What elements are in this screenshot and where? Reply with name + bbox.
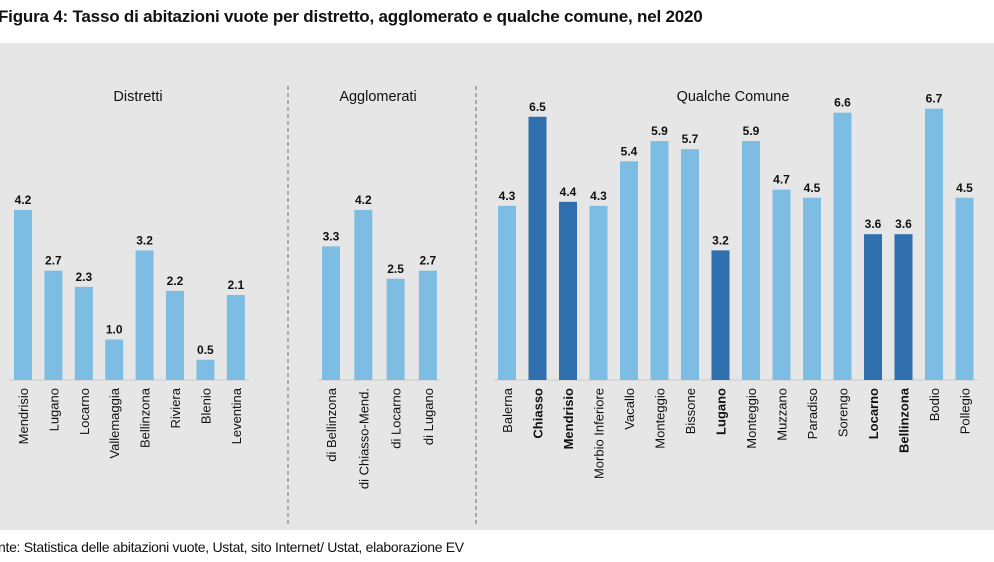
bar bbox=[803, 197, 821, 380]
chart-panel-2: Agglomerati 3.3 di Bellinzona 4.2 di Chiasso… bbox=[318, 89, 441, 489]
bar bbox=[559, 201, 577, 380]
category-label: Bellinzona bbox=[897, 387, 912, 453]
bar bbox=[620, 161, 638, 380]
bar bbox=[226, 294, 245, 380]
bar bbox=[742, 141, 760, 380]
bar bbox=[135, 250, 154, 380]
category-label: di Chiasso-Mend. bbox=[356, 388, 371, 489]
chart-panel-1: Distretti 4.2 Mendrisio 2.7 Lugano 2.3 Locarno… bbox=[10, 89, 249, 459]
data-label: 3.3 bbox=[323, 229, 340, 243]
data-label: 2.7 bbox=[45, 254, 62, 268]
bar bbox=[322, 246, 340, 380]
data-label: 5.4 bbox=[621, 144, 638, 158]
data-label: 2.7 bbox=[420, 254, 437, 268]
category-label: Muzzano bbox=[775, 388, 790, 441]
category-label: Chiasso bbox=[531, 388, 546, 439]
data-label: 2.2 bbox=[167, 274, 184, 288]
bar bbox=[955, 197, 974, 380]
data-label: 1.0 bbox=[106, 323, 123, 337]
data-label: 4.3 bbox=[590, 189, 607, 203]
bar bbox=[498, 205, 516, 380]
data-label: 4.3 bbox=[499, 189, 516, 203]
category-label: Monteggio bbox=[653, 388, 668, 449]
category-label: Bellinzona bbox=[138, 387, 153, 448]
chart-panel-3: Qualche Comune 4.3 Balerna 6.5 Chiasso 4.4 Men… bbox=[494, 89, 978, 479]
category-label: Vallemaggia bbox=[107, 387, 122, 458]
category-label: Locarno bbox=[866, 388, 881, 439]
data-label: 3.2 bbox=[136, 233, 153, 247]
category-label: Pollegio bbox=[958, 388, 973, 434]
panel-title: Distretti bbox=[113, 89, 162, 105]
bar bbox=[44, 270, 63, 380]
bar bbox=[386, 278, 405, 380]
category-label: Lugano bbox=[46, 388, 61, 431]
data-label: 3.2 bbox=[712, 233, 729, 247]
data-label: 4.5 bbox=[804, 181, 821, 195]
bar bbox=[14, 209, 32, 380]
category-label: Vacallo bbox=[622, 388, 637, 430]
data-label: 2.1 bbox=[227, 278, 244, 292]
data-label: 5.7 bbox=[682, 132, 699, 146]
bar bbox=[418, 270, 437, 380]
data-label: 4.4 bbox=[560, 185, 577, 199]
bar bbox=[650, 141, 669, 380]
category-label: Sorengo bbox=[836, 388, 851, 437]
bar bbox=[864, 234, 882, 380]
data-label: 5.9 bbox=[743, 124, 760, 138]
category-label: Bissone bbox=[683, 388, 698, 434]
category-label: Riviera bbox=[168, 387, 183, 428]
data-label: 2.3 bbox=[75, 270, 92, 284]
data-label: 6.7 bbox=[926, 92, 943, 106]
data-label: 2.5 bbox=[387, 262, 404, 276]
bar bbox=[528, 116, 547, 380]
data-label: 4.2 bbox=[355, 193, 372, 207]
bar bbox=[354, 209, 373, 380]
bar bbox=[925, 108, 943, 381]
bar bbox=[74, 286, 93, 380]
category-label: Mendrisio bbox=[561, 388, 576, 449]
category-label: di Lugano bbox=[421, 388, 436, 445]
bar bbox=[166, 290, 184, 380]
bar bbox=[894, 234, 913, 380]
bar bbox=[772, 189, 791, 380]
category-label: Leventina bbox=[229, 387, 244, 444]
category-label: Paradiso bbox=[805, 388, 820, 439]
source-note: nte: Statistica delle abitazioni vuote, … bbox=[0, 539, 464, 555]
category-label: Lugano bbox=[714, 388, 729, 435]
chart-title: Figura 4: Tasso di abitazioni vuote per … bbox=[0, 7, 703, 26]
data-label: 0.5 bbox=[197, 343, 214, 357]
category-label: di Locarno bbox=[389, 388, 404, 449]
bar bbox=[833, 112, 852, 380]
chart-panel bbox=[0, 43, 994, 530]
bar bbox=[589, 205, 608, 380]
category-label: Balerna bbox=[500, 387, 515, 433]
bar bbox=[105, 339, 124, 380]
data-label: 3.6 bbox=[865, 217, 882, 231]
bar bbox=[196, 359, 215, 380]
panel-title: Agglomerati bbox=[339, 89, 416, 105]
bar bbox=[681, 149, 699, 380]
category-label: Monteggio bbox=[744, 388, 759, 449]
category-label: Locarno bbox=[77, 388, 92, 435]
category-label: Bodio bbox=[927, 388, 942, 421]
category-label: Blenio bbox=[198, 388, 213, 424]
data-label: 4.5 bbox=[956, 181, 973, 195]
data-label: 4.7 bbox=[773, 173, 790, 187]
category-label: Morbio Inferiore bbox=[592, 388, 607, 479]
category-label: Mendrisio bbox=[16, 388, 31, 444]
data-label: 3.6 bbox=[895, 217, 912, 231]
data-label: 6.5 bbox=[529, 100, 546, 114]
data-label: 6.6 bbox=[834, 96, 851, 110]
bar bbox=[711, 250, 730, 380]
data-label: 5.9 bbox=[651, 124, 668, 138]
category-label: di Bellinzona bbox=[324, 387, 339, 461]
data-label: 4.2 bbox=[15, 193, 32, 207]
panel-title: Qualche Comune bbox=[677, 89, 790, 105]
